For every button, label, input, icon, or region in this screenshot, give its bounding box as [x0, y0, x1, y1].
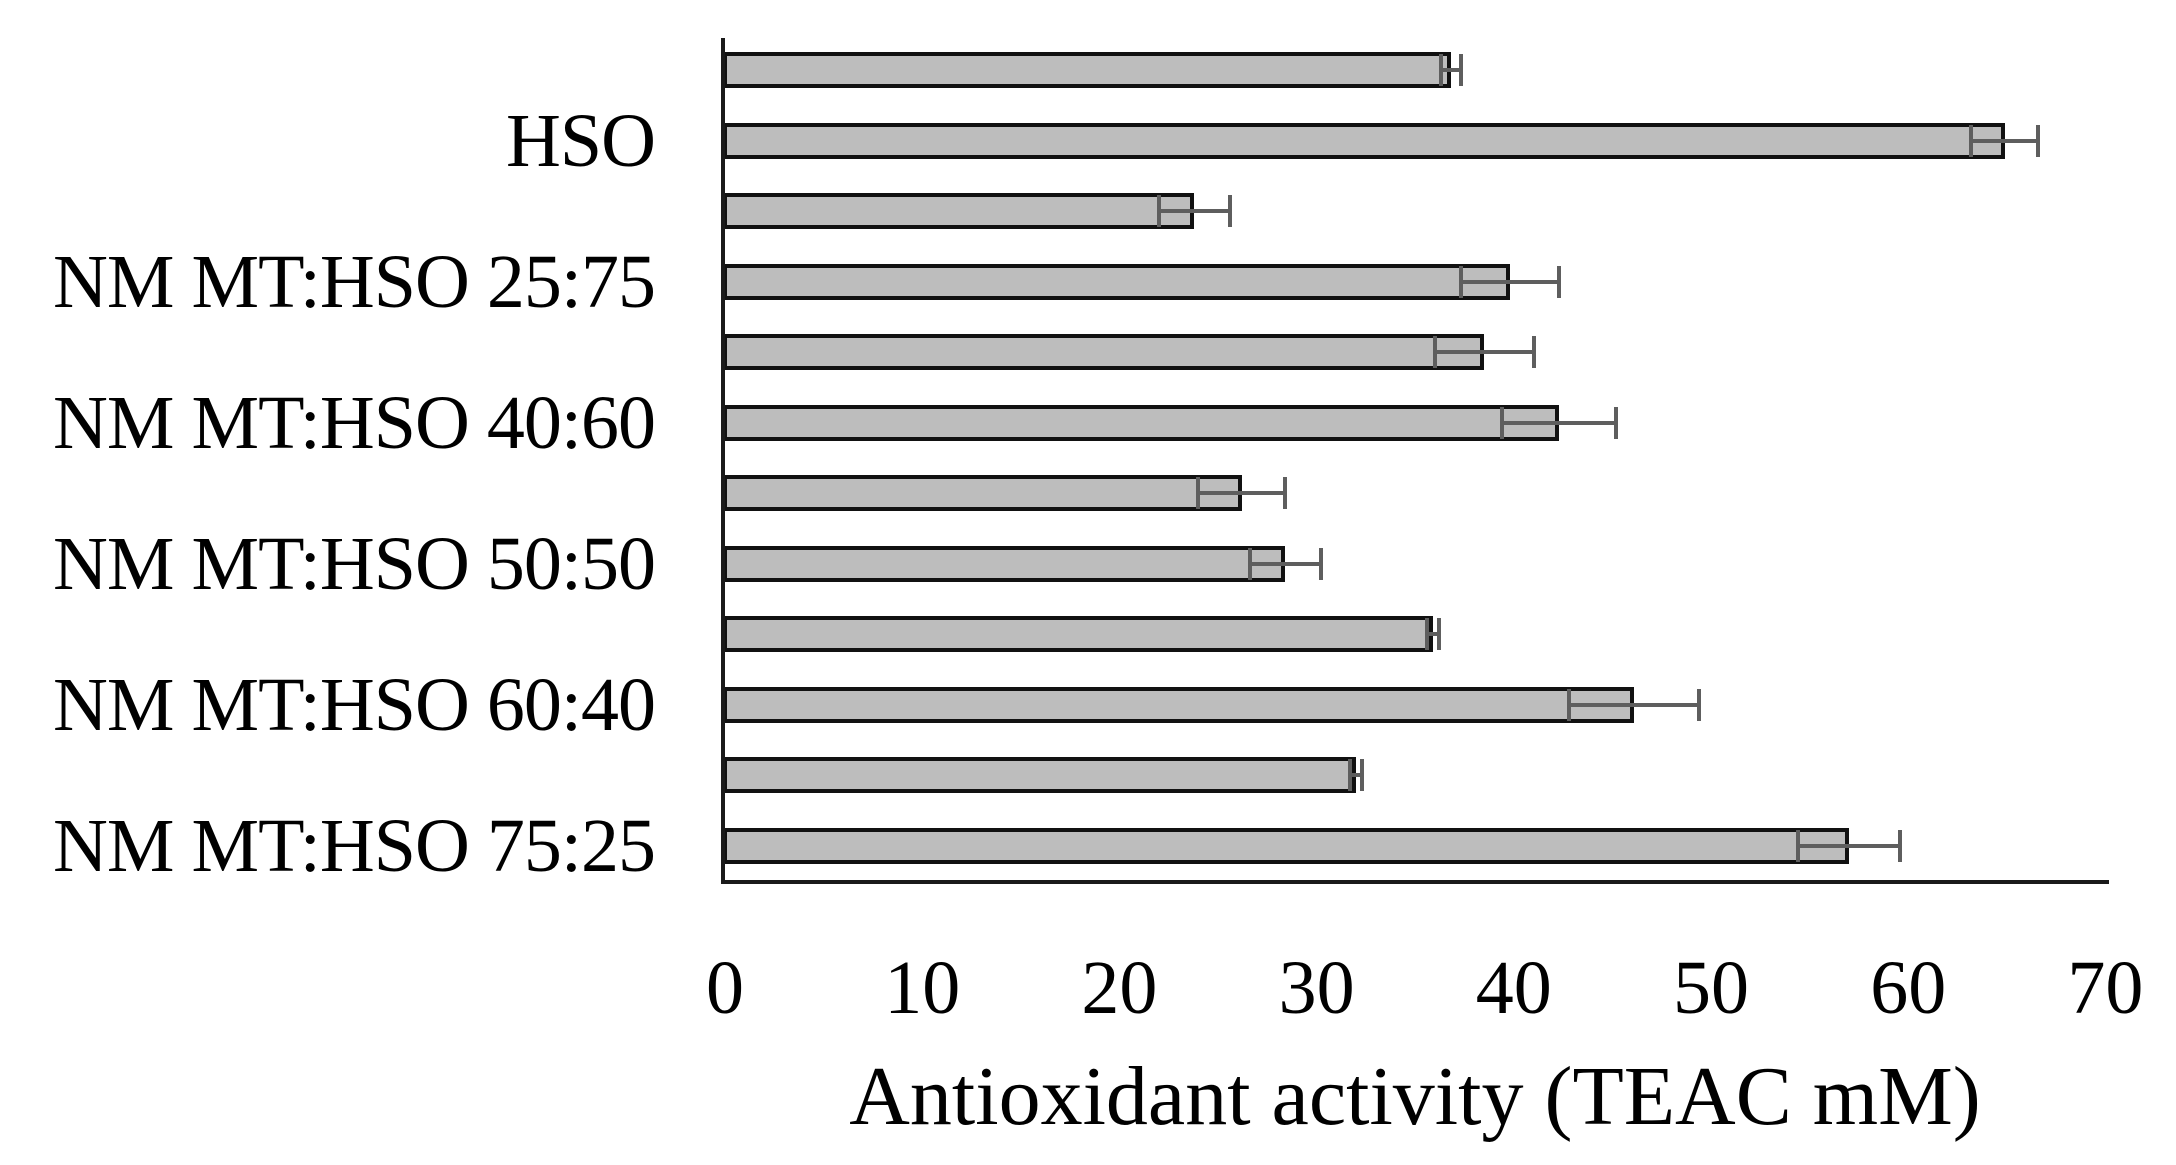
error-bar-line	[1460, 279, 1560, 284]
error-bar-line	[1158, 209, 1230, 213]
error-bar-line	[1797, 843, 1901, 848]
bar	[723, 545, 1286, 582]
x-tick-label: 20	[1081, 946, 1158, 1030]
bar	[723, 263, 1510, 300]
error-bar-cap-right	[1359, 759, 1364, 791]
bar	[723, 193, 1195, 229]
error-bar-cap-right	[1557, 265, 1562, 298]
error-bar-cap-left	[1348, 759, 1353, 791]
error-bar-cap-left	[1969, 124, 1974, 157]
category-label: NM MT:HSO 25:75	[53, 239, 656, 324]
bar	[723, 334, 1485, 370]
x-tick-label: 10	[884, 946, 961, 1030]
category-label: NM MT:HSO 75:25	[53, 803, 656, 888]
x-tick-label: 60	[1870, 946, 1947, 1030]
error-bar-line	[1971, 138, 2039, 143]
error-bar-cap-left	[1438, 54, 1443, 86]
error-bar-cap-right	[1531, 336, 1536, 368]
error-bar-line	[1198, 491, 1286, 495]
error-bar-line	[1427, 632, 1439, 636]
error-bar-cap-left	[1458, 265, 1463, 298]
category-label: NM MT:HSO 60:40	[53, 662, 656, 747]
error-bar-cap-right	[1697, 688, 1702, 721]
error-bar-cap-left	[1425, 618, 1430, 650]
error-bar-cap-right	[1283, 477, 1288, 509]
category-label: HSO	[505, 98, 656, 183]
error-bar-cap-left	[1567, 688, 1572, 721]
x-tick-label: 40	[1475, 946, 1552, 1030]
y-axis-line	[721, 38, 725, 884]
x-axis-title: Antioxidant activity (TEAC mM)	[849, 1050, 1981, 1143]
category-label: NM MT:HSO 50:50	[53, 521, 656, 606]
error-bar-line	[1350, 773, 1362, 777]
error-bar-line	[1501, 420, 1617, 425]
bar	[723, 757, 1357, 793]
bar	[723, 52, 1451, 88]
x-tick-label: 50	[1673, 946, 1749, 1030]
error-bar-line	[1440, 68, 1461, 72]
bar	[723, 122, 2005, 159]
error-bar-cap-left	[1432, 336, 1437, 368]
error-bar-cap-right	[2036, 124, 2041, 157]
bar	[723, 404, 1560, 441]
error-bar-cap-left	[1247, 547, 1252, 580]
error-bar-line	[1434, 350, 1534, 354]
category-label: NM MT:HSO 40:60	[53, 380, 656, 465]
x-axis-line	[721, 880, 2110, 884]
x-tick-label: 0	[706, 946, 744, 1030]
bar	[723, 827, 1850, 864]
error-bar-cap-right	[1458, 54, 1463, 86]
error-bar-cap-left	[1156, 195, 1161, 227]
x-tick-label: 30	[1278, 946, 1355, 1030]
error-bar-line	[1249, 561, 1321, 566]
x-tick-label: 70	[2067, 946, 2144, 1030]
error-bar-cap-left	[1196, 477, 1201, 509]
bar	[723, 475, 1242, 511]
error-bar-cap-right	[1436, 618, 1441, 650]
error-bar-cap-right	[1898, 829, 1903, 862]
error-bar-cap-right	[1318, 547, 1323, 580]
error-bar-cap-left	[1499, 406, 1504, 439]
bar	[723, 686, 1635, 723]
error-bar-cap-left	[1795, 829, 1800, 862]
error-bar-line	[1569, 702, 1700, 707]
bar	[723, 616, 1433, 652]
error-bar-cap-right	[1227, 195, 1232, 227]
error-bar-cap-right	[1614, 406, 1619, 439]
